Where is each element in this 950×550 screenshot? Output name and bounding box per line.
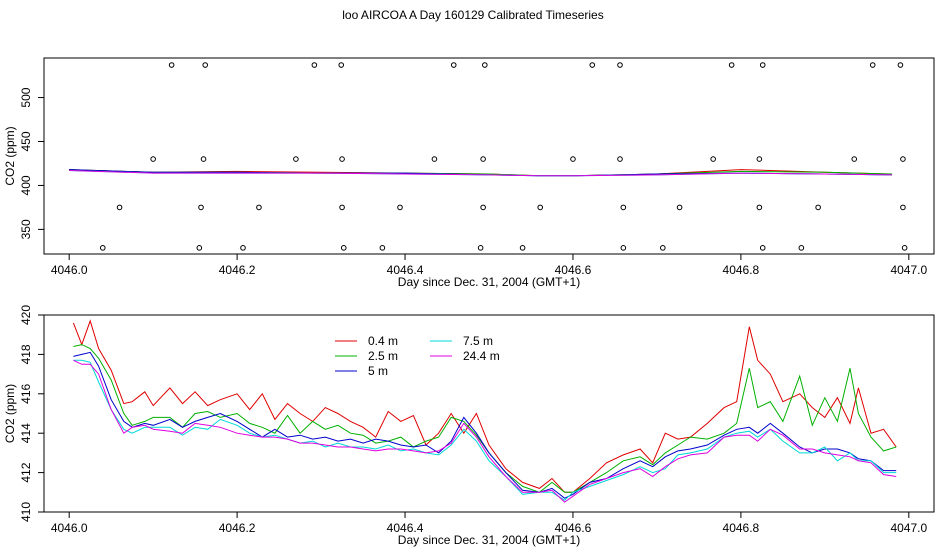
data-point [99, 245, 106, 251]
data-point [570, 156, 576, 162]
bottom-panel: 4046.0 4046.2 4046.4 4046.6 4046.8 4047.0 Day … [3, 305, 935, 547]
x-tick-label: 4046.0 [51, 521, 88, 535]
data-point [168, 62, 175, 68]
data-point [116, 204, 123, 211]
y-tick-label: 410 [19, 502, 33, 522]
data-point [339, 156, 345, 162]
x-axis-label: Day since Dec. 31, 2004 (GMT+1) [398, 533, 580, 547]
y-tick-label: 414 [19, 423, 33, 443]
x-tick-label: 4046.4 [387, 521, 424, 535]
data-point [815, 204, 821, 211]
data-point [869, 62, 876, 68]
series-line-7-5-m [73, 359, 897, 501]
data-point [589, 62, 596, 68]
data-point [676, 204, 683, 211]
y-tick-label: 400 [19, 175, 33, 195]
data-point [240, 245, 246, 251]
x-tick-label: 4046.8 [723, 521, 760, 535]
legend-label-7-5-m: 7.5 m [463, 334, 493, 348]
x-tick-label: 4046.8 [723, 263, 760, 277]
y-tick-label: 418 [19, 344, 33, 364]
data-point [200, 156, 207, 162]
data-point [480, 156, 486, 162]
data-point [537, 204, 544, 211]
data-point [617, 156, 623, 162]
data-point [901, 245, 908, 251]
plot-frame [43, 57, 935, 255]
y-axis-label: CO2 (ppm) [3, 384, 17, 443]
chart-title: loo AIRCOA A Day 160129 Calibrated Times… [342, 8, 603, 22]
data-point [339, 204, 345, 211]
y-tick-label: 450 [19, 131, 33, 151]
data-point [482, 62, 488, 68]
legend-label-0-4-m: 0.4 m [368, 334, 398, 348]
data-point [340, 245, 347, 251]
data-point [756, 156, 763, 162]
data-point [756, 204, 763, 211]
x-tick-label: 4046.2 [219, 263, 256, 277]
series-line-24-4-m [73, 359, 897, 503]
series-line-5-m [73, 351, 897, 499]
data-point [617, 62, 623, 68]
data-point [397, 204, 403, 211]
data-point [256, 204, 262, 211]
x-tick-label: 4047.0 [890, 521, 927, 535]
data-point [851, 156, 858, 162]
x-tick-label: 4046.6 [555, 263, 592, 277]
x-tick-label: 4046.2 [219, 521, 256, 535]
x-axis-label: Day since Dec. 31, 2004 (GMT+1) [398, 275, 580, 289]
data-point [759, 245, 766, 251]
data-point [480, 204, 486, 211]
plot-frame [43, 314, 935, 513]
series-line-0-4-m [72, 319, 897, 493]
data-point [293, 156, 299, 162]
data-point [660, 245, 666, 251]
data-point [759, 62, 766, 68]
x-tick-label: 4046.4 [387, 263, 424, 277]
data-point [198, 204, 204, 211]
data-point [202, 62, 209, 68]
data-point [311, 62, 318, 68]
y-tick-label: 350 [19, 219, 33, 239]
data-point [150, 156, 156, 162]
y-axis-label: CO2 (ppm) [3, 126, 17, 185]
data-point [897, 62, 904, 68]
y-tick-label: 420 [19, 305, 33, 325]
data-point [798, 245, 805, 251]
legend-label-24-4-m: 24.4 m [463, 349, 500, 363]
data-point [620, 204, 627, 211]
data-point [379, 245, 386, 251]
top-panel: 4046.0 4046.2 4046.4 4046.6 4046.8 4047.0 Day … [3, 57, 935, 289]
data-point [196, 245, 203, 251]
legend-label-5-m: 5 m [368, 364, 388, 378]
y-tick-label: 500 [19, 87, 33, 107]
data-point [450, 62, 457, 68]
data-point [519, 245, 526, 251]
legend: 0.4 m2.5 m5 m 7.5 m24.4 m [335, 334, 500, 378]
data-point [710, 156, 716, 162]
x-tick-label: 4047.0 [890, 263, 927, 277]
data-point [338, 62, 345, 68]
series-line-2-5-m [73, 344, 897, 493]
data-point [900, 204, 906, 211]
x-tick-label: 4046.6 [555, 521, 592, 535]
data-point [477, 245, 484, 251]
data-point [620, 245, 627, 251]
data-point [900, 156, 906, 162]
legend-label-2-5-m: 2.5 m [368, 349, 398, 363]
data-point [728, 62, 735, 68]
y-tick-label: 412 [19, 462, 33, 482]
series-line-24-4-m [69, 170, 893, 177]
y-tick-label: 416 [19, 383, 33, 403]
x-tick-label: 4046.0 [51, 263, 88, 277]
data-point [431, 156, 438, 162]
